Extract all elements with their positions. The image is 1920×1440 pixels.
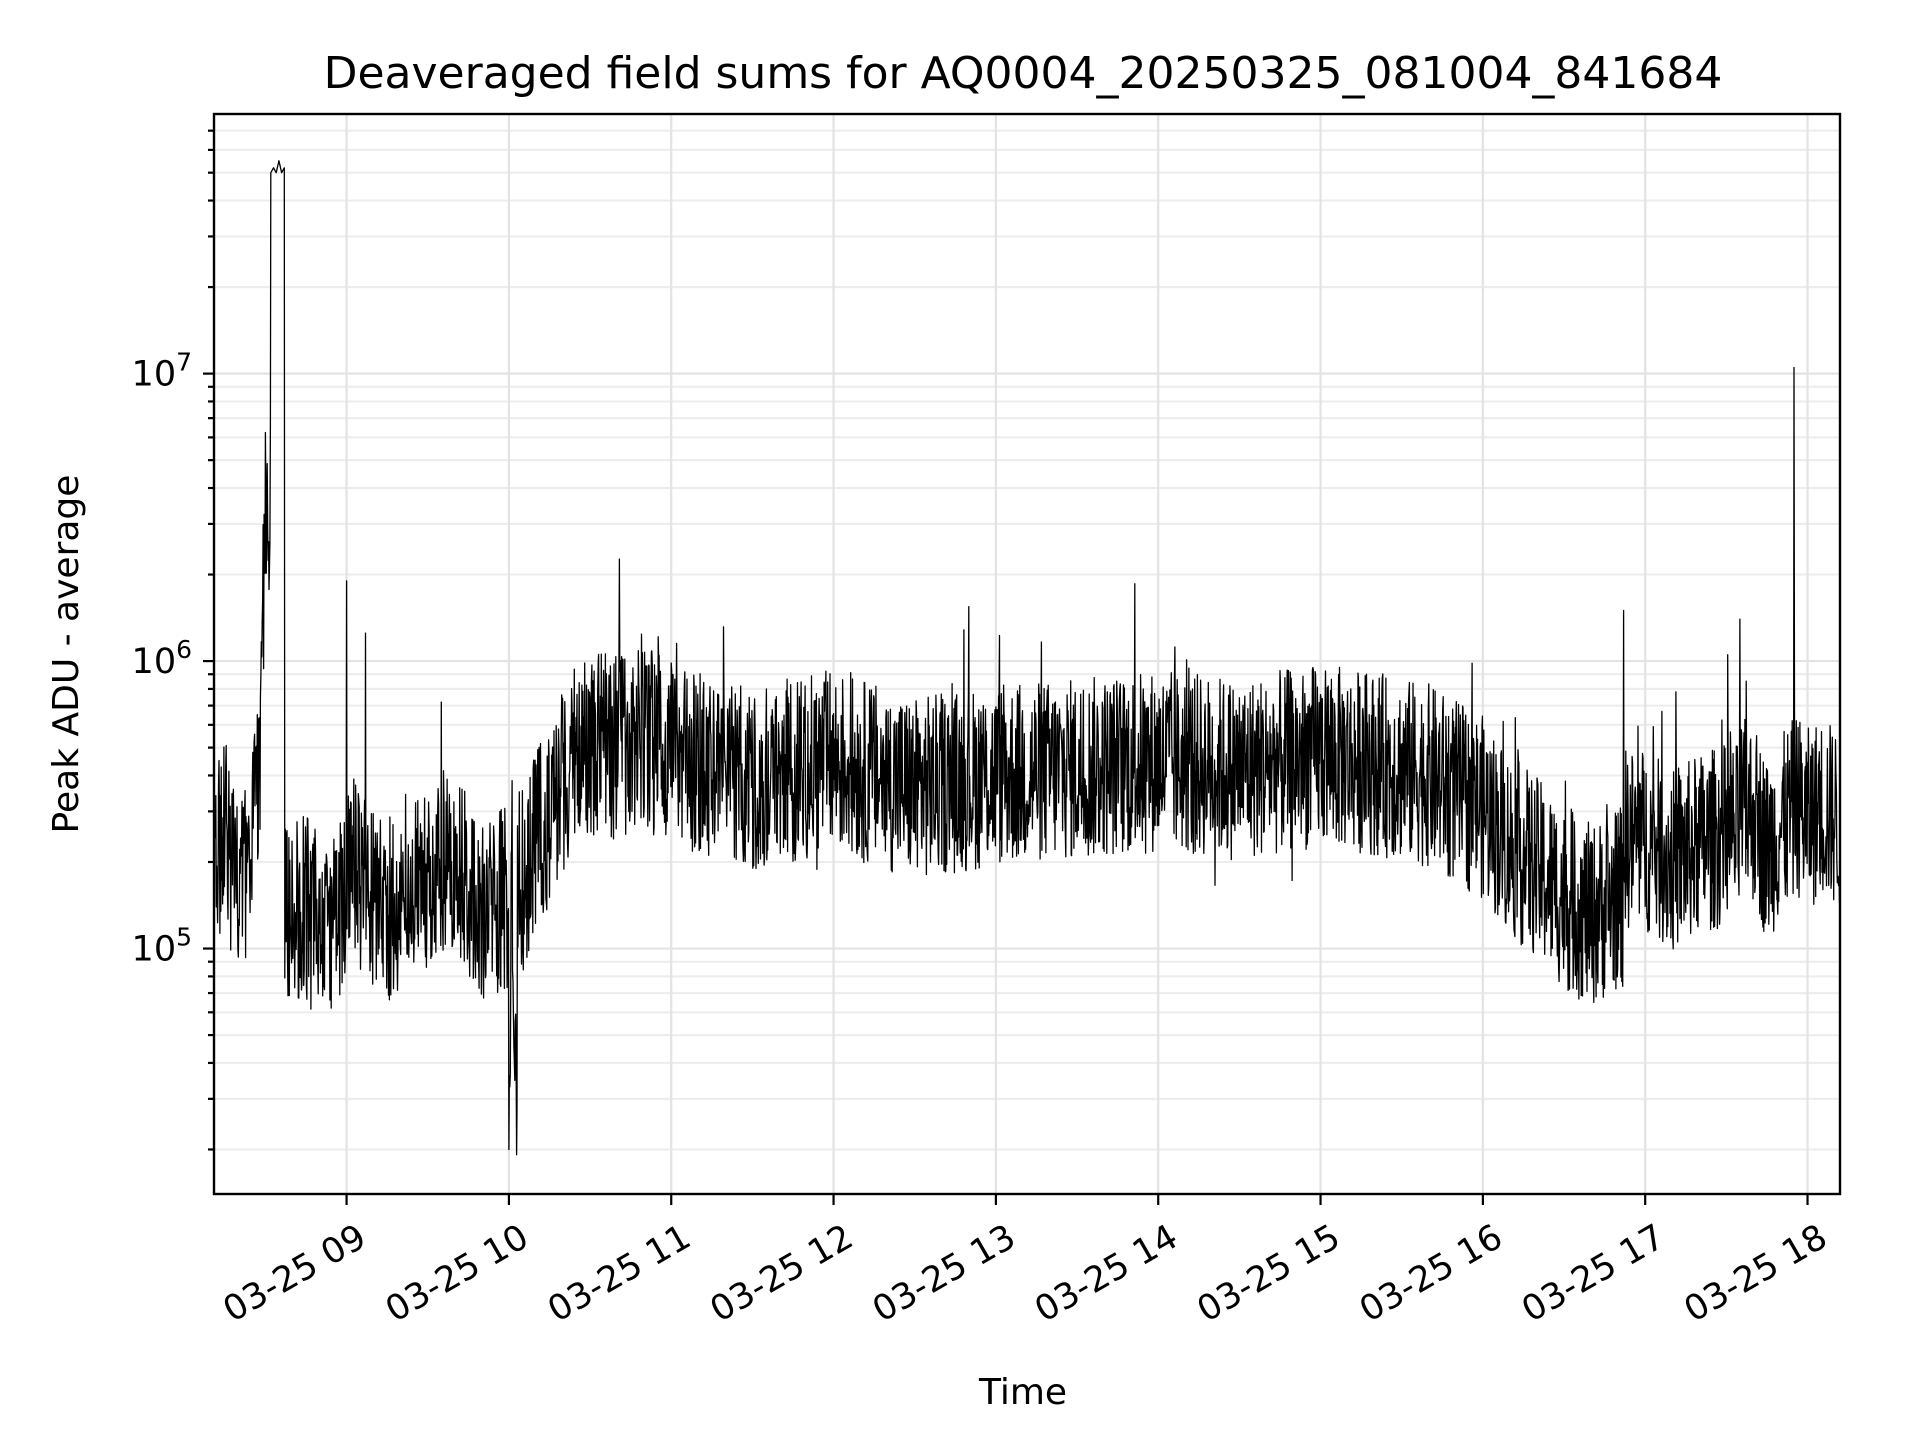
x-tick-label: 03-25 10 [379,1217,535,1330]
y-axis-ticks: 105 106 107 [132,129,214,1151]
y-tick-label: 106 [132,635,192,682]
y-tick-label: 107 [132,348,192,395]
series-layer [214,160,1840,1156]
y-axis-label: Peak ADU - average [46,475,87,834]
x-tick-label: 03-25 12 [704,1217,860,1330]
x-tick-label: 03-25 13 [866,1217,1022,1330]
x-tick-label: 03-25 18 [1678,1217,1834,1330]
y-tick-label: 105 [132,923,192,970]
x-tick-label: 03-25 15 [1191,1217,1347,1330]
x-tick-label: 03-25 11 [541,1217,697,1330]
x-axis-ticks: 03-25 09 03-25 10 03-25 11 03-25 12 03-25 13… [217,1194,1834,1330]
x-axis-label: Time [978,1372,1067,1413]
x-tick-label: 03-25 09 [217,1217,373,1330]
x-tick-label: 03-25 16 [1353,1217,1509,1330]
series-line [214,160,1840,1156]
x-tick-label: 03-25 14 [1028,1217,1184,1330]
chart-title: Deaveraged field sums for AQ0004_2025032… [324,48,1723,99]
grid [214,114,1840,1194]
x-tick-label: 03-25 17 [1515,1217,1671,1330]
plot-frame [212,112,1842,1196]
